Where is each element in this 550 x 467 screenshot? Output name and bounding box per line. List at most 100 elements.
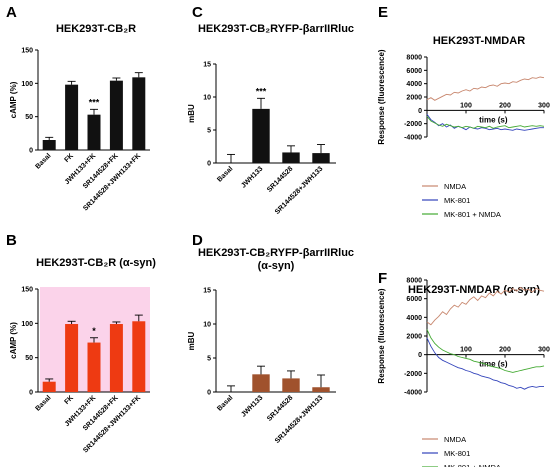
panel-label-c: C — [192, 4, 203, 21]
series-line — [426, 286, 545, 326]
y-tick-label: 0 — [418, 108, 422, 115]
x-tick-label: 100 — [460, 347, 472, 354]
chart-title: HEK293T-CB₂RYFP-βarrIIRluc — [198, 247, 354, 259]
chart-title: HEK293T-NMDAR (α-syn) — [408, 284, 540, 296]
bar — [65, 84, 79, 150]
y-tick-label: 15 — [203, 62, 211, 69]
bar — [132, 77, 146, 150]
x-tick-label: JWH133 — [240, 394, 264, 418]
x-tick-label: JWH133 — [240, 165, 264, 189]
y-tick-label: 50 — [25, 114, 33, 121]
legend-label: NMDA — [444, 182, 466, 191]
chart-title: (α-syn) — [258, 260, 295, 272]
bar — [252, 108, 270, 163]
y-tick-label: 15 — [203, 288, 211, 295]
y-tick-label: 0 — [418, 352, 422, 359]
x-tick-label: SR144528 — [266, 394, 294, 422]
chart-title: HEK293T-CB₂RYFP-βarrIIRluc — [198, 23, 354, 35]
x-tick-label: 300 — [538, 347, 550, 354]
y-tick-label: -4000 — [404, 135, 422, 142]
legend-label: NMDA — [444, 435, 466, 444]
bar — [109, 80, 123, 150]
bar — [132, 321, 146, 392]
y-tick-label: 4000 — [406, 81, 422, 88]
y-tick-label: 10 — [203, 95, 211, 102]
legend-label: MK-801 — [444, 196, 470, 205]
series-line — [426, 329, 545, 373]
x-tick-label: 300 — [538, 102, 550, 109]
y-tick-label: 150 — [21, 287, 33, 294]
panel-label-a: A — [6, 4, 17, 21]
bar — [87, 114, 101, 150]
y-tick-label: 6000 — [406, 68, 422, 75]
x-tick-label: SR144528 — [266, 165, 294, 193]
y-tick-label: 100 — [21, 321, 33, 328]
y-tick-label: 6000 — [406, 296, 422, 303]
panel-label-b: B — [6, 232, 17, 249]
chart-panel-f: HEK293T-NMDAR (α-syn) -4000 -2000 0 2000 4000… — [377, 278, 550, 467]
bar — [42, 381, 56, 392]
bar — [312, 387, 330, 392]
bar — [282, 378, 300, 392]
y-tick-label: 0 — [207, 390, 211, 397]
panel-label-d: D — [192, 232, 203, 249]
y-tick-label: 0 — [29, 148, 33, 155]
legend-label: MK-801 — [444, 449, 470, 458]
y-tick-label: 5 — [207, 356, 211, 363]
bar — [282, 152, 300, 163]
significance-marker: *** — [256, 86, 267, 96]
y-axis-label: cAMP (%) — [9, 81, 18, 118]
panel-label-e: E — [378, 4, 389, 21]
legend-label: MK-801 + NMDA — [444, 210, 501, 219]
bar — [42, 140, 56, 150]
chart-title: HEK293T-CB₂R — [56, 23, 136, 35]
y-tick-label: 5 — [207, 128, 211, 135]
y-tick-label: -2000 — [404, 371, 422, 378]
y-tick-label: 2000 — [406, 334, 422, 341]
y-tick-label: 2000 — [406, 95, 422, 102]
x-tick-label: Basal — [216, 165, 234, 183]
y-tick-label: 0 — [207, 161, 211, 168]
bar — [109, 324, 123, 392]
y-tick-label: -4000 — [404, 390, 422, 397]
y-tick-label: 10 — [203, 322, 211, 329]
y-tick-label: 150 — [21, 48, 33, 55]
y-axis-label: cAMP (%) — [9, 322, 18, 359]
chart-panel-c: HEK293T-CB₂RYFP-βarrIIRluc 0 5 10 15 mBU Basal… — [187, 23, 354, 216]
bar — [252, 374, 270, 392]
x-axis-label: time (s) — [479, 360, 508, 369]
significance-marker: *** — [89, 97, 100, 107]
panel-label-f: F — [378, 270, 388, 287]
y-tick-label: 50 — [25, 355, 33, 362]
y-tick-label: 4000 — [406, 315, 422, 322]
series-line — [426, 337, 544, 390]
series-line — [426, 114, 544, 131]
x-tick-label: Basal — [216, 394, 234, 412]
y-tick-label: 100 — [21, 81, 33, 88]
series-line — [426, 116, 545, 129]
x-tick-label: 100 — [460, 102, 472, 109]
x-tick-label: 200 — [499, 102, 511, 109]
significance-marker: * — [92, 326, 96, 336]
y-tick-label: 8000 — [406, 55, 422, 62]
x-axis-label: time (s) — [479, 115, 508, 124]
chart-panel-b: HEK293T-CB₂R (α-syn) 0 50 100 150 cAMP (%) Bas… — [9, 257, 156, 454]
y-axis-label: Response (fluorescence) — [377, 49, 386, 144]
x-tick-label: Basal — [34, 152, 52, 170]
chart-title: HEK293T-CB₂R (α-syn) — [36, 257, 156, 269]
y-axis-label: mBU — [187, 331, 196, 350]
legend-label: MK-801 + NMDA — [444, 463, 501, 467]
x-tick-label: FK — [63, 152, 75, 164]
chart-title: HEK293T-NMDAR — [433, 35, 525, 47]
bar — [87, 342, 101, 392]
x-tick-label: Basal — [34, 394, 52, 412]
bar — [65, 324, 79, 392]
y-tick-label: 8000 — [406, 278, 422, 285]
y-tick-label: 0 — [29, 390, 33, 397]
y-tick-label: -2000 — [404, 121, 422, 128]
y-axis-label: Response (fluorescence) — [377, 288, 386, 383]
y-axis-label: mBU — [187, 104, 196, 123]
x-tick-label: 200 — [499, 347, 511, 354]
chart-panel-e: HEK293T-NMDAR -4000 -2000 0 2000 4000 6000 8000… — [377, 35, 550, 219]
x-tick-label: FK — [63, 394, 75, 406]
